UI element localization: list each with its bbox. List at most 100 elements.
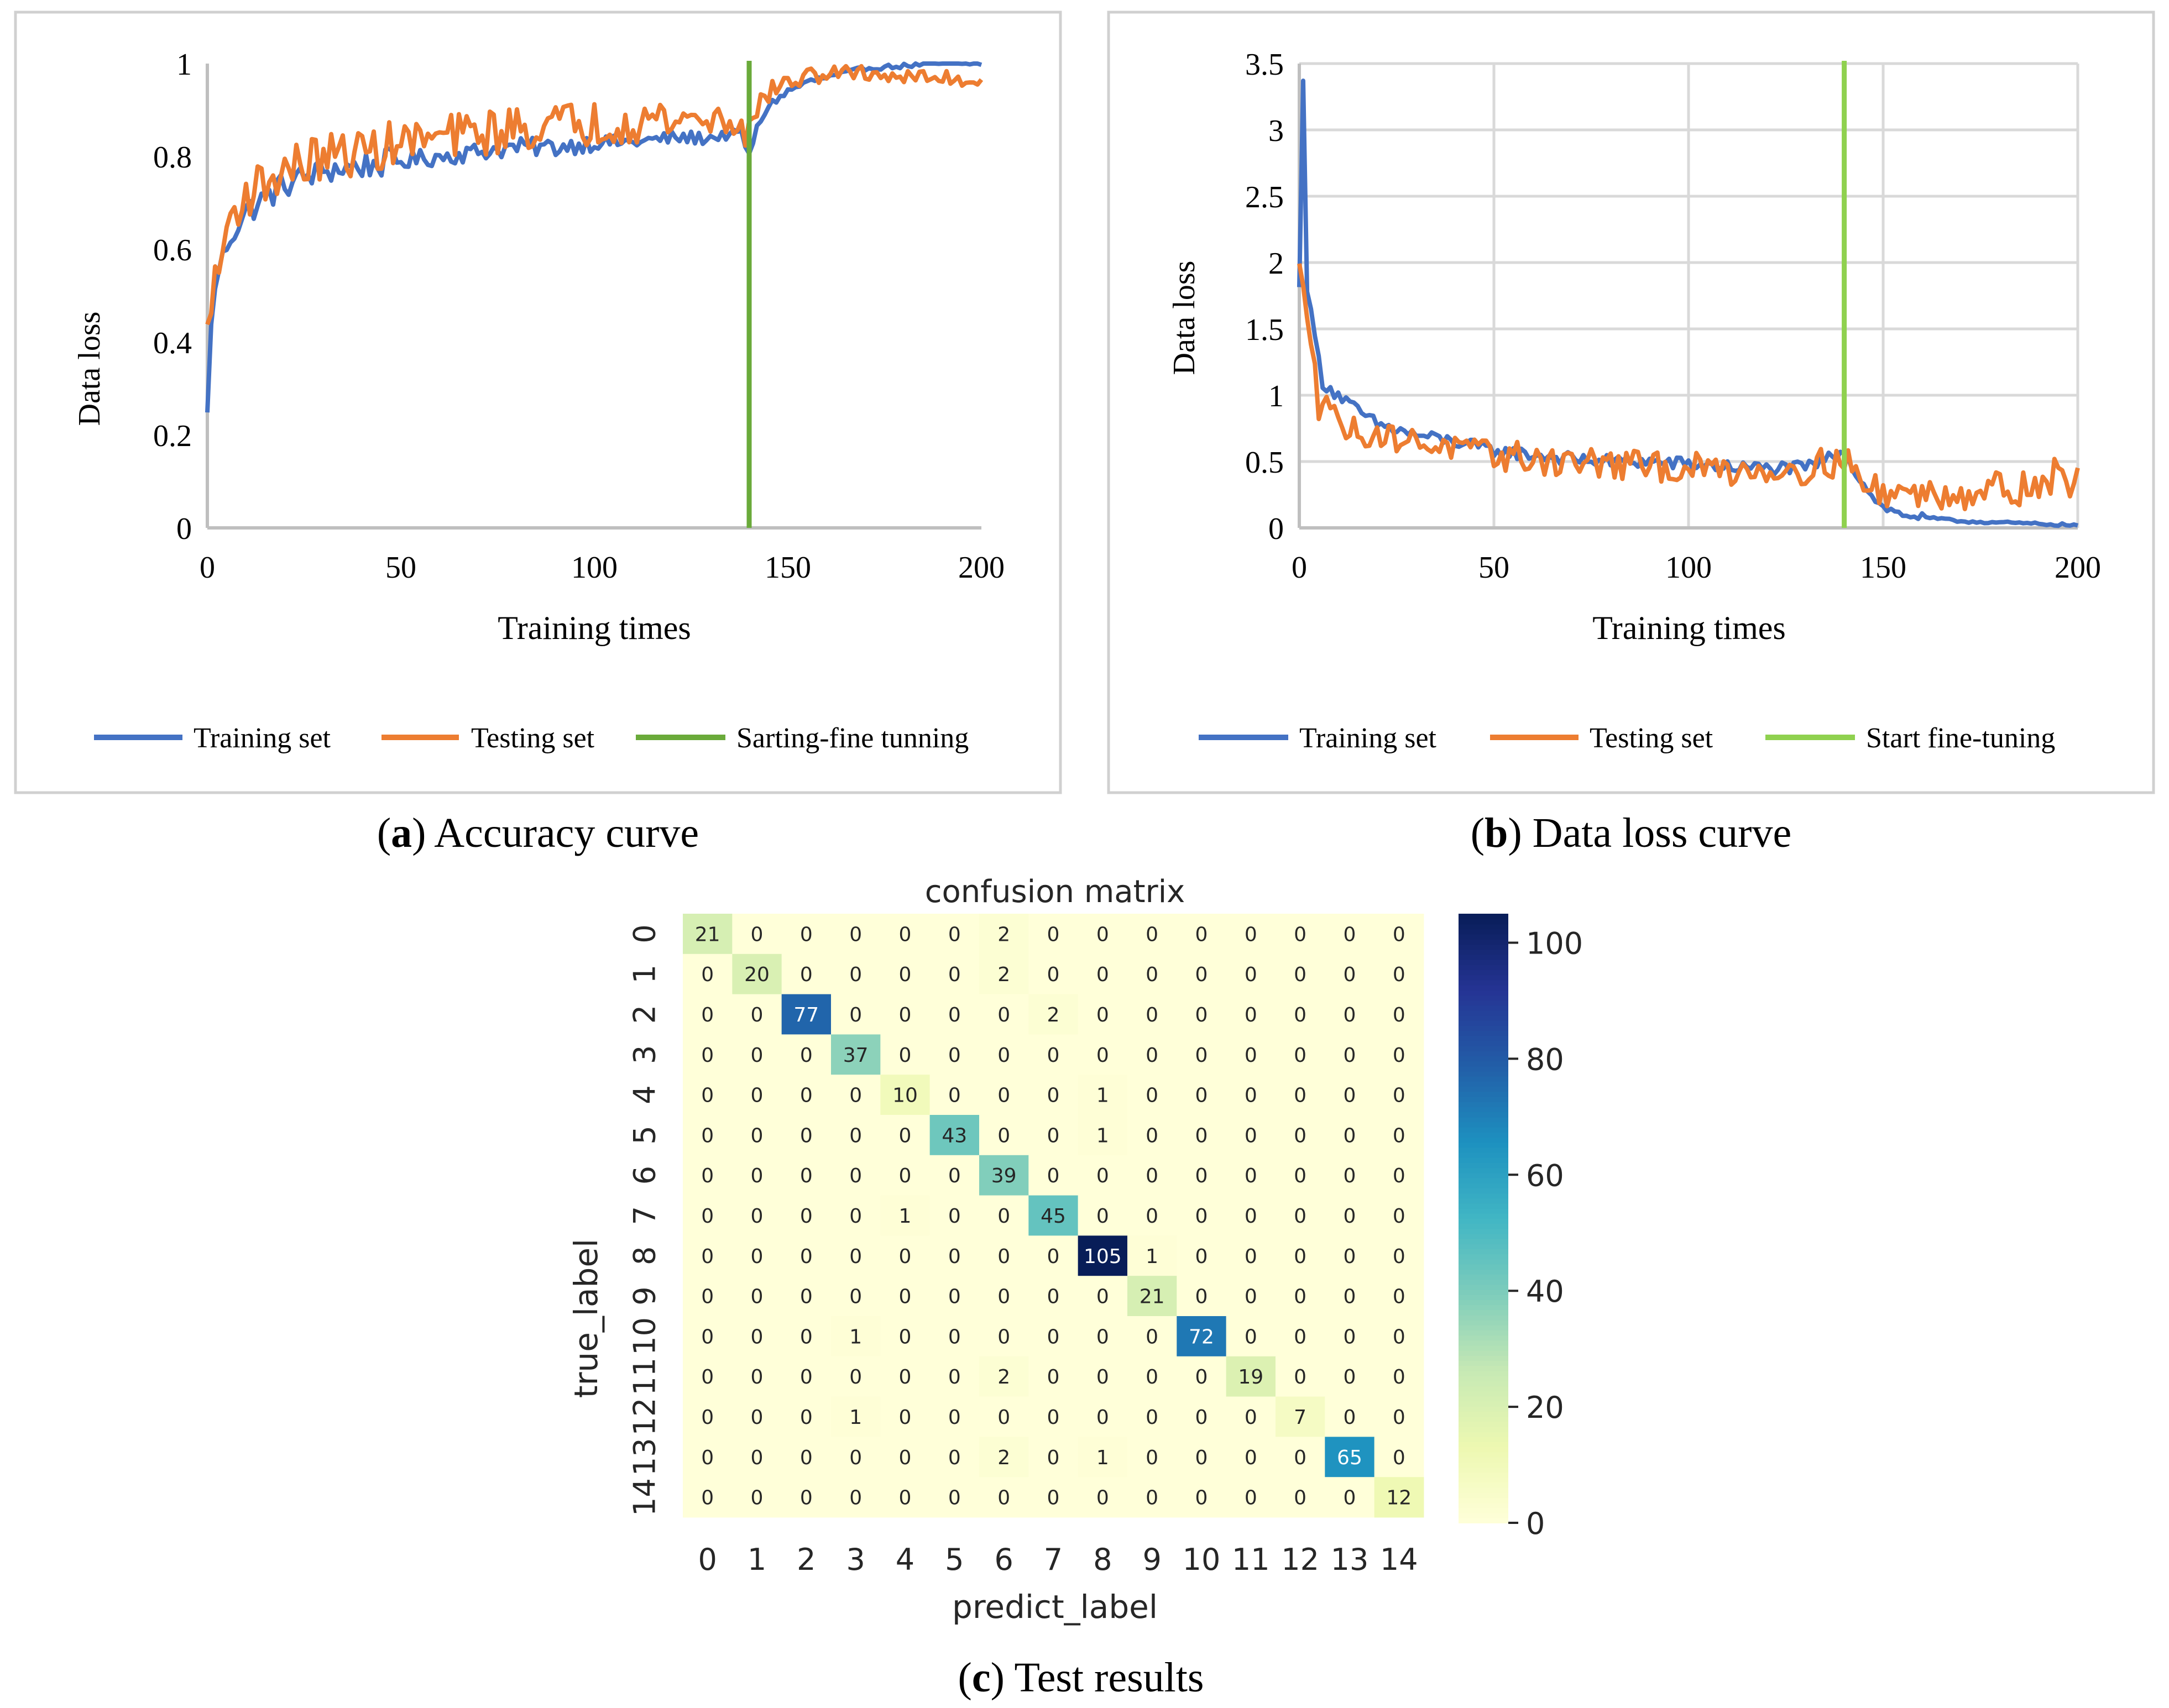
heatmap-cell-value: 21 [695, 923, 720, 946]
heatmap-cell-value: 0 [1195, 1447, 1208, 1469]
heatmap-cell-value: 0 [1344, 1325, 1356, 1348]
heatmap-cell-value: 0 [1146, 1366, 1158, 1389]
heatmap-cell-value: 0 [1146, 1044, 1158, 1067]
heatmap-cell [781, 1356, 832, 1397]
heatmap-cell [929, 914, 980, 955]
heatmap-cell-value: 0 [1047, 963, 1060, 986]
heatmap-cell-value: 0 [1393, 1124, 1405, 1147]
b-ytick-label: 0 [1268, 512, 1284, 546]
heatmap-cell-value: 0 [849, 1286, 862, 1308]
a-series-testing-set-line [205, 64, 984, 326]
heatmap-cell [1127, 1477, 1177, 1518]
heatmap-cell-value: 0 [899, 1245, 912, 1268]
colorbar-segment [1459, 1182, 1508, 1188]
heatmap-cell [1226, 914, 1276, 955]
heatmap-cell-value: 0 [701, 1447, 714, 1469]
colorbar-segment [1459, 1421, 1508, 1427]
heatmap-cell-value: 0 [899, 923, 912, 946]
heatmap-cell [880, 1316, 931, 1357]
colorbar-segment [1459, 1045, 1508, 1051]
heatmap-cell [1127, 1356, 1177, 1397]
heatmap-cell-value: 0 [1393, 1286, 1405, 1308]
heatmap-cell-value: 0 [1344, 1245, 1356, 1268]
heatmap-cell [1127, 914, 1177, 955]
heatmap-xtick-label: 6 [994, 1542, 1013, 1577]
heatmap-cell [830, 914, 881, 955]
colorbar-segment [1459, 1497, 1508, 1503]
heatmap-cell-value: 0 [1344, 923, 1356, 946]
colorbar-segment [1459, 1345, 1508, 1351]
heatmap-cell [1325, 1316, 1375, 1357]
heatmap-cell-value: 0 [899, 1447, 912, 1469]
heatmap-cell [781, 1396, 832, 1437]
heatmap-cell-value: 0 [1096, 1165, 1109, 1187]
colorbar-segment [1459, 1117, 1508, 1123]
heatmap-cell [781, 1195, 832, 1236]
heatmap-cell-value: 21 [1140, 1286, 1165, 1308]
colorbar-segment [1459, 1442, 1508, 1448]
heatmap-cell-value: 0 [997, 1325, 1010, 1348]
heatmap-cell-value: 0 [1294, 1165, 1306, 1187]
heatmap-cell-value: 0 [1294, 923, 1306, 946]
heatmap-cell [1325, 914, 1375, 955]
heatmap-cell-value: 0 [1096, 923, 1109, 946]
heatmap-cell-value: 0 [751, 1245, 764, 1268]
heatmap-cell-value: 0 [1047, 1124, 1060, 1147]
heatmap-cell-value: 0 [1047, 1447, 1060, 1469]
b-ytick-label: 2 [1268, 247, 1284, 281]
heatmap-cell [732, 1276, 782, 1317]
colorbar-segment [1459, 1238, 1508, 1244]
caption-b-open: ( [1471, 810, 1485, 856]
heatmap-cell [929, 1155, 980, 1196]
heatmap-cell-value: 0 [849, 1487, 862, 1510]
heatmap-cell-value: 0 [899, 1165, 912, 1187]
heatmap-xtick-label: 1 [748, 1542, 766, 1577]
heatmap-cell-value: 0 [701, 1245, 714, 1268]
heatmap-cell [979, 953, 1029, 995]
heatmap-cell-value: 0 [1245, 923, 1257, 946]
chart-b-frame [1107, 11, 2155, 794]
heatmap-cell-value: 0 [899, 1286, 912, 1308]
heatmap-cell-value: 0 [899, 963, 912, 986]
colorbar-segment [1459, 1294, 1508, 1300]
heatmap-cell [929, 1316, 980, 1357]
colorbar-segment [1459, 1112, 1508, 1118]
heatmap-cell-value: 0 [1096, 1044, 1109, 1067]
heatmap-cell-value: 0 [849, 1245, 862, 1268]
b-ytick-label: 2.5 [1245, 180, 1284, 214]
colorbar-segment [1459, 1010, 1508, 1016]
colorbar-segment [1459, 1091, 1508, 1097]
colorbar-segment [1459, 1314, 1508, 1321]
heatmap-cell-value: 0 [1393, 1245, 1405, 1268]
heatmap-cell [979, 1195, 1029, 1236]
colorbar-segment [1459, 1152, 1508, 1158]
heatmap-cell-value: 1 [1096, 1124, 1109, 1147]
heatmap-cell-value: 0 [751, 1124, 764, 1147]
heatmap-cell-value: 0 [1195, 1366, 1208, 1389]
colorbar-segment [1459, 1177, 1508, 1183]
heatmap-cell [683, 1356, 733, 1397]
heatmap-xtick-label: 3 [846, 1542, 865, 1577]
heatmap-cell-value: 0 [849, 1004, 862, 1026]
heatmap-cell [1325, 1155, 1375, 1196]
heatmap-cell [1275, 1356, 1325, 1397]
heatmap-cell-value: 0 [997, 1406, 1010, 1429]
heatmap-cell [1078, 1356, 1128, 1397]
heatmap-cell-value: 72 [1189, 1325, 1214, 1348]
heatmap-cell-value: 0 [701, 1044, 714, 1067]
heatmap-cell-value: 0 [800, 1205, 813, 1228]
colorbar-segment [1459, 1391, 1508, 1397]
heatmap-cell-value: 0 [800, 1325, 813, 1348]
heatmap-cell [683, 1075, 733, 1115]
heatmap-cell [1275, 1075, 1325, 1115]
colorbar-segment [1459, 1122, 1508, 1128]
heatmap-cell [1374, 1235, 1424, 1276]
a-series-training-set-line [205, 61, 982, 413]
heatmap-cell [1374, 1195, 1424, 1236]
heatmap-ytick-label: 5 [628, 1125, 662, 1144]
colorbar-segment [1459, 989, 1508, 996]
colorbar-segment [1459, 1254, 1508, 1260]
colorbar-segment [1459, 1456, 1508, 1463]
heatmap-cell-value: 0 [1096, 1366, 1109, 1389]
heatmap-cell [1177, 1155, 1227, 1196]
